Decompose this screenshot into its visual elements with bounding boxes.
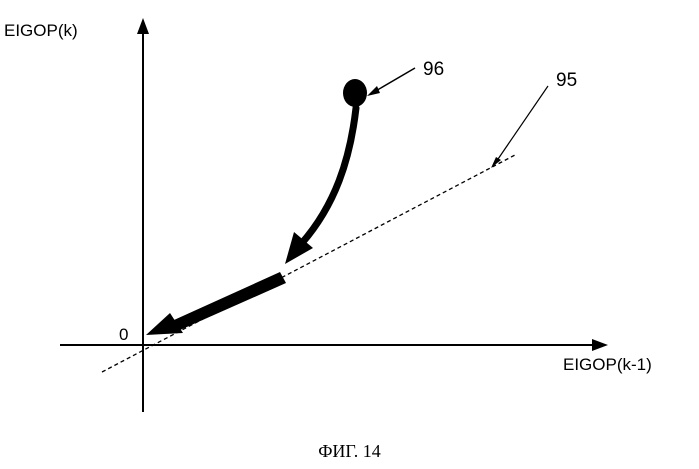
origin-label: 0 — [119, 326, 128, 343]
start-point-96 — [343, 79, 367, 107]
figure-caption: ФИГ. 14 — [0, 442, 699, 460]
trajectory-curve — [302, 108, 356, 243]
reference-label-96: 96 — [423, 60, 444, 79]
reference-line-95 — [102, 155, 515, 372]
leader-arrow-96 — [367, 68, 415, 96]
reference-label-95: 95 — [556, 71, 577, 90]
trajectory-segment-lower — [174, 272, 286, 330]
x-axis-label: EIGOP(k-1) — [563, 356, 652, 373]
y-axis-label: EIGOP(k) — [4, 22, 78, 39]
y-axis — [137, 18, 149, 412]
leader-arrow-95 — [491, 86, 548, 168]
